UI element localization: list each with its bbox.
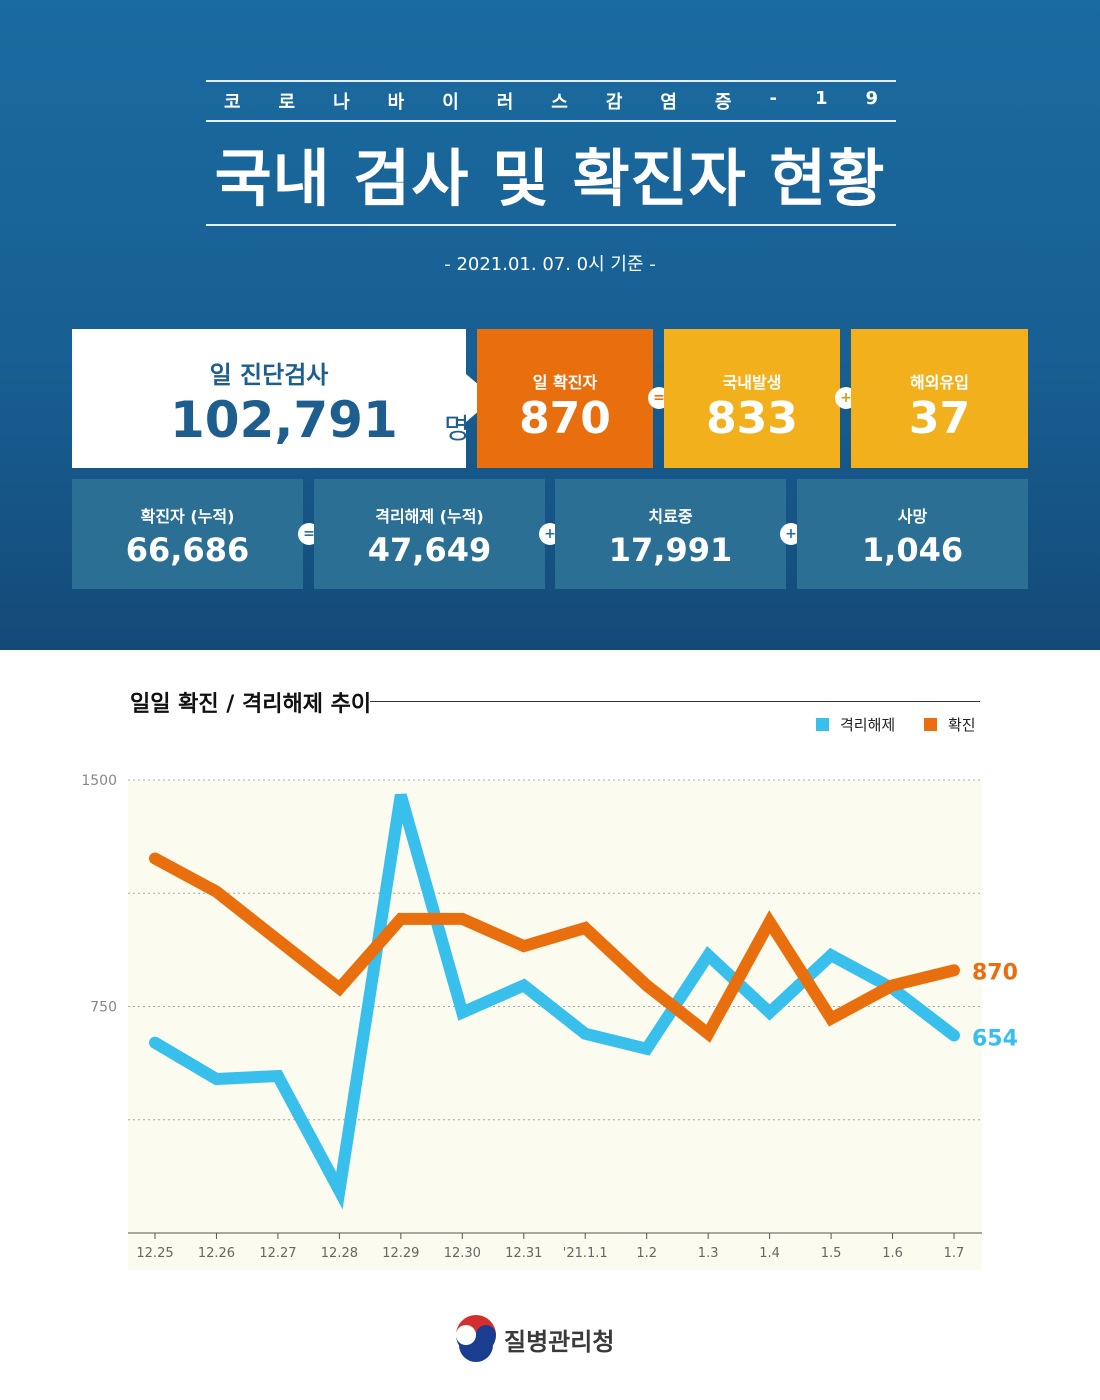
- stat-value: 37: [908, 393, 971, 444]
- subtitle-letter: 감: [605, 92, 623, 113]
- stat-value: 66,686: [125, 531, 250, 569]
- x-tick-label: 1.5: [821, 1246, 842, 1261]
- subtitle-letter: 바: [387, 92, 405, 113]
- stat-value: 102,791: [170, 391, 398, 449]
- chart-title: 일일 확진 / 격리해제 추이: [130, 692, 372, 717]
- legend-swatch-confirmed: [924, 718, 937, 731]
- kdca-logo-icon: [454, 1315, 498, 1362]
- title-rule-bottom: [206, 224, 896, 226]
- stat-box-overseas: 해외유입 37: [851, 329, 1028, 468]
- x-tick-label: 1.6: [882, 1246, 903, 1261]
- title-rule-middle: [206, 120, 896, 122]
- stat-box-daily-confirmed: 일 확진자 870: [477, 329, 653, 468]
- series-line-released: [149, 793, 960, 1210]
- end-label-confirmed: 870: [972, 960, 1018, 985]
- x-tick-label: 1.7: [944, 1246, 965, 1261]
- org-name: 질병관리청: [504, 1328, 615, 1356]
- stat-box-daily-tests: 일 진단검사 102,791 명: [72, 329, 470, 468]
- subtitle-letter: 나: [333, 92, 350, 113]
- plot-background: [128, 780, 982, 1270]
- stat-box-cumulative-released: 격리해제 (누적) 47,649: [314, 479, 545, 589]
- page-title: 국내 검사 및 확진자 현황: [214, 142, 886, 215]
- subtitle-letter: 로: [278, 92, 296, 113]
- x-tick-label: 1.2: [636, 1246, 657, 1261]
- stat-value: 1,046: [861, 531, 964, 569]
- x-tick-label: 12.25: [136, 1246, 173, 1261]
- stat-label: 국내발생: [722, 373, 782, 392]
- subtitle-letter: 스: [551, 92, 568, 113]
- x-tick-label: '21.1.1: [563, 1246, 608, 1261]
- stat-value: 47,649: [367, 531, 492, 569]
- title-rule-top: [206, 80, 896, 82]
- stat-value: 17,991: [608, 531, 733, 569]
- subtitle-letter: 이: [442, 92, 459, 113]
- stat-value: 833: [706, 393, 798, 444]
- date-note: - 2021.01. 07. 0시 기준 -: [444, 254, 656, 275]
- plus-icon: +: [780, 523, 802, 545]
- subtitle-letter: 코: [224, 92, 241, 113]
- x-tick-label: 1.3: [698, 1246, 719, 1261]
- stat-unit: 명: [444, 412, 470, 445]
- x-tick-label: 12.28: [321, 1246, 358, 1261]
- chart-title-rule: [370, 701, 980, 702]
- y-tick-label: 1500: [81, 773, 117, 789]
- stat-label: 확진자 (누적): [140, 507, 235, 526]
- end-label-released: 654: [972, 1026, 1018, 1051]
- stat-label: 치료중: [648, 507, 693, 526]
- legend-label-confirmed: 확진: [948, 716, 976, 734]
- stat-box-cumulative-confirmed: 확진자 (누적) 66,686: [72, 479, 303, 589]
- subtitle-letter: 9: [865, 88, 878, 109]
- stat-label: 일 확진자: [532, 373, 598, 392]
- x-tick-label: 12.31: [505, 1246, 542, 1261]
- x-tick-label: 12.30: [444, 1246, 481, 1261]
- stat-box-in-treatment: 치료중 17,991: [555, 479, 786, 589]
- stat-label: 격리해제 (누적): [375, 507, 484, 526]
- subtitle-letter: 염: [660, 92, 677, 113]
- line-chart: 1500 750 12.25 12.26 12.27 12.28 12.29 12.30 12.…: [81, 773, 1018, 1270]
- legend-swatch-released: [816, 718, 829, 731]
- x-tick-label: 12.26: [198, 1246, 235, 1261]
- stat-label: 일 진단검사: [209, 361, 329, 389]
- stat-label: 해외유입: [910, 373, 969, 392]
- header-banner: 코 로 나 바 이 러 스 감 염 증 - 1 9 국내 검사 및 확진자 현황 - 2021.01. …: [0, 0, 1100, 650]
- stat-box-deaths: 사망 1,046: [797, 479, 1028, 589]
- subtitle-letter: -: [769, 88, 777, 109]
- subtitle-letter: 러: [496, 92, 514, 113]
- y-tick-label: 750: [90, 1000, 117, 1016]
- subtitle-letter: 증: [714, 92, 732, 113]
- stat-box-domestic: 국내발생 833: [664, 329, 840, 468]
- series-line-confirmed: [149, 852, 960, 1043]
- stat-label: 사망: [897, 507, 928, 526]
- subtitle-letter: 1: [814, 88, 828, 109]
- stat-value: 870: [519, 393, 611, 444]
- header-subtitle: 코 로 나 바 이 러 스 감 염 증 - 1 9: [206, 88, 896, 114]
- x-tick-label: 12.27: [259, 1246, 296, 1261]
- legend-label-released: 격리해제: [840, 716, 896, 734]
- x-tick-label: 12.29: [382, 1246, 419, 1261]
- x-tick-label: 1.4: [759, 1246, 780, 1261]
